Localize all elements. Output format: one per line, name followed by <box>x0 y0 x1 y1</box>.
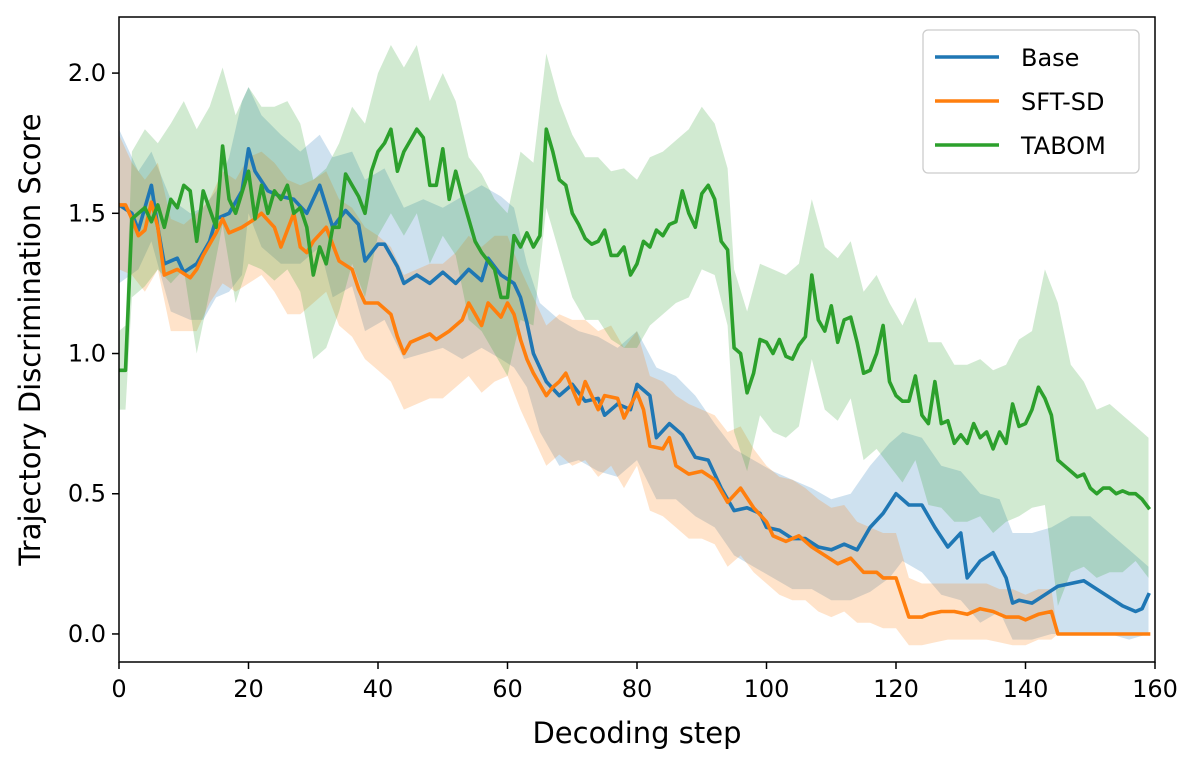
legend-box <box>922 29 1140 174</box>
x-tick-label: 40 <box>363 675 394 703</box>
x-axis-title: Decoding step <box>532 716 741 750</box>
legend-label-base: Base <box>1021 44 1079 72</box>
legend-label-sft-sd: SFT-SD <box>1021 88 1104 116</box>
x-tick-label: 20 <box>233 675 264 703</box>
x-tick-label: 100 <box>744 675 790 703</box>
x-tick-label: 60 <box>492 675 523 703</box>
y-axis-ticks: 0.0 0.5 1.0 1.5 2.0 <box>68 59 119 648</box>
x-axis-ticks: 0 20 40 60 80 100 120 140 160 <box>111 662 1178 703</box>
y-tick-label: 0.0 <box>68 620 106 648</box>
y-tick-label: 2.0 <box>68 59 106 87</box>
x-tick-label: 120 <box>873 675 919 703</box>
y-tick-label: 1.0 <box>68 340 106 368</box>
series-lines <box>119 127 1152 636</box>
legend-label-tabom: TABOM <box>1020 132 1106 160</box>
x-tick-label: 80 <box>622 675 653 703</box>
y-tick-label: 0.5 <box>68 480 106 508</box>
line-base <box>119 147 1151 614</box>
x-tick-label: 0 <box>111 675 126 703</box>
x-tick-label: 140 <box>1003 675 1049 703</box>
band-tabom <box>119 45 1149 606</box>
legend: Base SFT-SD TABOM <box>922 29 1140 174</box>
line-tabom <box>119 127 1152 511</box>
x-tick-label: 160 <box>1132 675 1178 703</box>
y-axis-title: Trajectory Discrimination Score <box>13 113 47 566</box>
y-tick-label: 1.5 <box>68 199 106 227</box>
